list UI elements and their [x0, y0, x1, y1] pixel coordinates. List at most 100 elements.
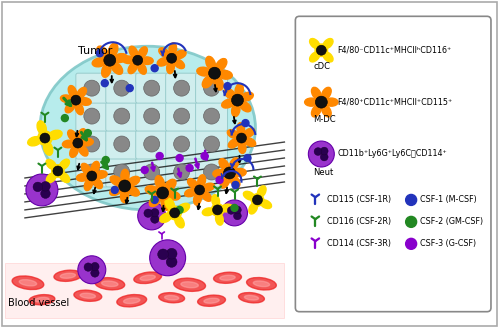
Circle shape [174, 80, 190, 96]
Ellipse shape [220, 275, 235, 280]
Ellipse shape [78, 145, 88, 156]
Circle shape [176, 206, 183, 214]
Text: F4/80⁺CD11c⁺MHCII⁺CD115⁺: F4/80⁺CD11c⁺MHCII⁺CD115⁺ [338, 97, 452, 106]
Text: CD11b⁺Ly6G⁺Ly6CᴯCD114⁺: CD11b⁺Ly6G⁺Ly6CᴯCD114⁺ [338, 149, 447, 158]
Circle shape [62, 114, 68, 122]
Ellipse shape [240, 92, 254, 101]
Circle shape [212, 205, 222, 215]
Circle shape [132, 55, 142, 65]
Ellipse shape [310, 52, 320, 62]
Ellipse shape [128, 176, 140, 186]
FancyBboxPatch shape [136, 157, 168, 187]
Text: Blood vessel: Blood vessel [8, 298, 69, 308]
Ellipse shape [74, 290, 102, 301]
Ellipse shape [249, 202, 258, 214]
Ellipse shape [62, 140, 74, 148]
Ellipse shape [216, 213, 224, 225]
FancyBboxPatch shape [2, 2, 497, 326]
Circle shape [314, 95, 328, 109]
Ellipse shape [212, 195, 220, 207]
Ellipse shape [174, 215, 184, 228]
Ellipse shape [77, 88, 86, 98]
Circle shape [176, 154, 183, 161]
Ellipse shape [322, 105, 331, 117]
Ellipse shape [233, 168, 246, 176]
Ellipse shape [141, 57, 153, 64]
Circle shape [236, 132, 248, 144]
Circle shape [144, 164, 160, 180]
Circle shape [151, 196, 158, 203]
Ellipse shape [238, 141, 246, 154]
Ellipse shape [92, 58, 106, 67]
Circle shape [90, 262, 99, 271]
Circle shape [174, 164, 190, 180]
Ellipse shape [174, 59, 184, 69]
Circle shape [252, 195, 262, 205]
Circle shape [102, 53, 117, 67]
Ellipse shape [198, 295, 226, 306]
Circle shape [40, 189, 50, 198]
Text: CSF-1 (M-CSF): CSF-1 (M-CSF) [420, 195, 477, 204]
Circle shape [236, 133, 246, 143]
Circle shape [112, 186, 118, 194]
Circle shape [33, 182, 42, 192]
Circle shape [26, 174, 58, 206]
Ellipse shape [37, 121, 46, 135]
Ellipse shape [166, 191, 180, 200]
Ellipse shape [80, 293, 96, 298]
Circle shape [40, 181, 50, 191]
Circle shape [186, 165, 193, 172]
Ellipse shape [117, 295, 146, 307]
FancyBboxPatch shape [166, 73, 198, 103]
FancyBboxPatch shape [196, 157, 228, 187]
Ellipse shape [97, 46, 108, 58]
Circle shape [151, 65, 158, 72]
FancyBboxPatch shape [5, 263, 284, 318]
Ellipse shape [214, 272, 242, 283]
FancyBboxPatch shape [106, 129, 138, 159]
Circle shape [170, 208, 179, 218]
Ellipse shape [235, 84, 244, 97]
Ellipse shape [198, 175, 205, 187]
Ellipse shape [160, 213, 172, 222]
Ellipse shape [228, 139, 239, 148]
Circle shape [204, 136, 220, 152]
Ellipse shape [244, 296, 258, 300]
Ellipse shape [155, 175, 164, 190]
Ellipse shape [40, 46, 256, 210]
Circle shape [141, 167, 148, 174]
Circle shape [234, 206, 241, 214]
Ellipse shape [201, 191, 211, 201]
Circle shape [216, 176, 223, 183]
Ellipse shape [114, 53, 128, 63]
Ellipse shape [258, 186, 266, 197]
Ellipse shape [91, 161, 100, 173]
Circle shape [314, 148, 322, 155]
Ellipse shape [238, 293, 264, 303]
Ellipse shape [254, 281, 270, 287]
Ellipse shape [46, 173, 56, 183]
Circle shape [223, 166, 236, 180]
Ellipse shape [202, 75, 213, 88]
Circle shape [244, 154, 251, 161]
Ellipse shape [178, 203, 190, 213]
Text: M-DC: M-DC [314, 115, 336, 124]
Ellipse shape [128, 63, 138, 74]
Circle shape [84, 263, 92, 271]
Circle shape [126, 85, 133, 92]
FancyBboxPatch shape [196, 101, 228, 131]
Text: Tumor: Tumor [78, 46, 112, 56]
Circle shape [84, 108, 100, 124]
Circle shape [72, 137, 84, 149]
Ellipse shape [214, 76, 224, 90]
Ellipse shape [124, 298, 140, 303]
Ellipse shape [310, 38, 320, 49]
Ellipse shape [222, 99, 234, 108]
Ellipse shape [75, 103, 84, 115]
Ellipse shape [174, 278, 206, 291]
Circle shape [84, 130, 91, 136]
Ellipse shape [28, 136, 42, 146]
Text: CSF-2 (GM-CSF): CSF-2 (GM-CSF) [420, 217, 483, 226]
Circle shape [166, 248, 177, 259]
Ellipse shape [76, 174, 88, 181]
